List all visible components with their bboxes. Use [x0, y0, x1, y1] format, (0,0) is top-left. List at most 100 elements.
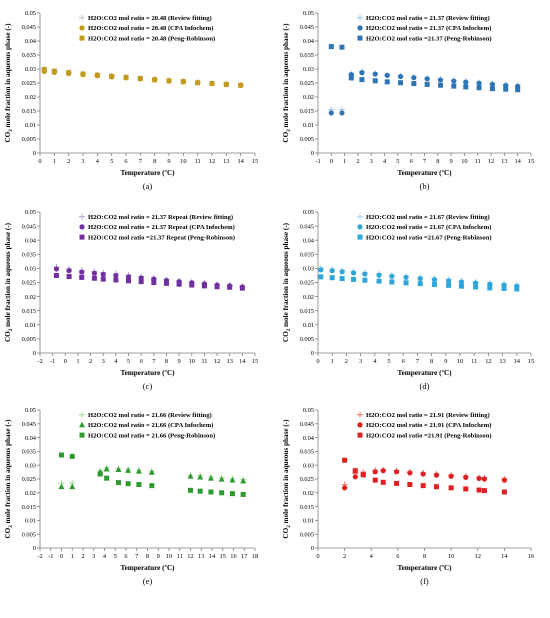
x-tick-label: -2 [37, 358, 42, 365]
data-point [476, 85, 482, 91]
data-point [136, 482, 142, 488]
y-tick-label: 0.015 [22, 308, 36, 315]
data-point [189, 282, 195, 288]
data-point [318, 274, 324, 280]
data-point [451, 78, 457, 84]
x-tick-label: 1 [76, 358, 79, 365]
legend-marker [79, 432, 85, 438]
x-tick-label: 11 [195, 158, 201, 165]
y-tick-label: 0.04 [303, 237, 315, 244]
panel-e: 0 0.005 0.01 0.015 0.02 0.025 0.03 0.035 0.04 0.0… [4, 407, 258, 586]
y-tick-label: 0.03 [303, 66, 314, 73]
data-point [451, 83, 457, 89]
x-tick-label: 12 [209, 158, 215, 165]
data-point [115, 466, 122, 473]
data-point [458, 279, 465, 285]
y-tick-label: 0.005 [22, 336, 36, 343]
y-tick-label: 0.025 [22, 280, 36, 287]
x-tick-label: 7 [416, 358, 420, 365]
panel-a: 0 0.005 0.01 0.015 0.02 0.025 0.03 0.035 0.04 0.0… [4, 10, 258, 191]
x-tick-label: 15 [528, 158, 534, 165]
x-tick-label: -1 [315, 158, 320, 165]
x-tick-label: 6 [410, 158, 413, 165]
y-tick-label: 0.005 [22, 136, 36, 143]
x-tick-label: 8 [165, 358, 168, 365]
data-point [80, 71, 86, 77]
y-tick-label: 0.015 [300, 308, 314, 315]
x-tick-label: 9 [450, 158, 453, 165]
data-point [420, 471, 426, 477]
data-point [328, 44, 334, 50]
data-point [51, 68, 57, 74]
x-tick-label: 5 [396, 158, 399, 165]
x-axis-label: Temperature (ºC) [397, 169, 452, 177]
series-3 [59, 452, 246, 497]
data-point [359, 77, 365, 83]
y-tick-label: 0 [311, 545, 314, 552]
x-tick-label: -1 [50, 358, 55, 365]
x-tick-label: 9 [178, 358, 181, 365]
x-tick-label: 13 [499, 358, 505, 365]
data-point [318, 267, 324, 273]
data-point [437, 77, 444, 83]
x-tick-label: 5 [114, 553, 117, 560]
y-tick-label: 0.05 [303, 10, 314, 17]
y-tick-label: 0.03 [25, 266, 36, 273]
data-point [393, 469, 400, 475]
data-point [103, 465, 110, 472]
x-tick-label: 6 [124, 553, 127, 560]
x-tick-label: 3 [102, 358, 105, 365]
y-tick-label: 0.035 [300, 252, 314, 259]
y-tick-label: 0.045 [22, 421, 36, 428]
x-tick-label: 10 [180, 158, 186, 165]
y-axis-label: CO2 mole fraction in aqueous phase (-) [4, 23, 14, 143]
y-tick-label: 0.035 [22, 52, 36, 59]
x-tick-label: 18 [252, 553, 258, 560]
y-tick-label: 0.05 [303, 209, 314, 216]
x-tick-label: -1 [48, 553, 53, 560]
y-tick-label: 0.005 [300, 136, 314, 143]
y-tick-label: 0.015 [300, 504, 314, 511]
y-tick-label: 0.03 [25, 66, 36, 73]
data-point [138, 279, 144, 285]
y-tick-label: 0.04 [25, 237, 37, 244]
panel-b: 0 0.005 0.01 0.015 0.02 0.025 0.03 0.035 0.04 0.0… [282, 10, 534, 191]
data-point [339, 44, 345, 50]
x-tick-label: 4 [114, 358, 118, 365]
data-point [66, 268, 72, 274]
y-tick-label: 0.025 [300, 280, 314, 287]
data-point [163, 280, 169, 286]
y-tick-label: 0.01 [303, 518, 314, 525]
x-tick-label: 11 [177, 553, 183, 560]
data-point [66, 274, 72, 280]
x-tick-label: 8 [423, 553, 426, 560]
data-point [208, 489, 214, 495]
data-point [91, 270, 97, 276]
y-tick-label: 0.02 [25, 94, 36, 101]
data-point [463, 84, 469, 90]
legend-marker [79, 213, 85, 220]
data-point [126, 278, 132, 284]
y-tick-label: 0.045 [22, 223, 36, 230]
data-point [113, 272, 119, 279]
data-point [229, 491, 235, 497]
x-tick-label: 15 [528, 358, 534, 365]
x-tick-label: 4 [373, 358, 377, 365]
data-point [463, 79, 469, 85]
data-point [53, 266, 60, 272]
legend-entry: H2O:CO2 mol ratio = 21.91 (CPA Infochem) [366, 422, 491, 429]
x-tick-label: 10 [457, 358, 463, 365]
data-point [448, 485, 454, 491]
data-point [424, 76, 430, 82]
data-point [476, 475, 482, 482]
data-point [376, 278, 382, 284]
data-point [501, 477, 507, 483]
x-tick-label: 12 [475, 553, 481, 560]
data-point [420, 483, 426, 489]
data-point [239, 285, 245, 291]
x-tick-label: 8 [430, 358, 433, 365]
data-point [113, 277, 119, 283]
data-point [446, 282, 452, 288]
data-point [123, 74, 129, 80]
legend-marker [357, 35, 363, 41]
